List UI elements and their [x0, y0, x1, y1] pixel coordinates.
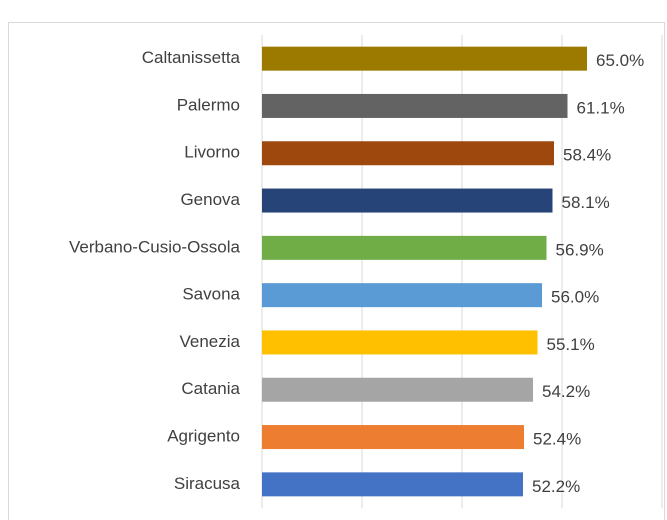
- y-tick-label: Venezia: [180, 332, 241, 351]
- bar: [262, 93, 568, 118]
- y-tick-label: Genova: [180, 190, 240, 209]
- data-label: 58.4%: [563, 146, 611, 165]
- bar: [262, 46, 587, 71]
- bar: [262, 188, 553, 213]
- data-label: 55.1%: [547, 335, 595, 354]
- bar: [262, 330, 538, 355]
- y-tick-label: Livorno: [184, 143, 240, 162]
- bar: [262, 283, 542, 308]
- data-label: 56.0%: [551, 288, 599, 307]
- bar: [262, 141, 554, 166]
- bar: [262, 425, 524, 450]
- bar: [262, 472, 523, 497]
- y-tick-label: Caltanissetta: [142, 48, 241, 67]
- y-tick-label: Palermo: [177, 95, 240, 114]
- y-tick-label: Siracusa: [174, 474, 241, 493]
- data-label: 61.1%: [577, 98, 625, 117]
- data-label: 52.2%: [532, 477, 580, 496]
- data-label: 54.2%: [542, 382, 590, 401]
- y-tick-label: Catania: [181, 379, 240, 398]
- y-tick-label: Agrigento: [167, 427, 240, 446]
- y-tick-label: Verbano-Cusio-Ossola: [69, 237, 241, 256]
- bar: [262, 377, 533, 402]
- y-tick-label: Savona: [182, 285, 240, 304]
- bar: [262, 235, 547, 260]
- data-label: 56.9%: [556, 240, 604, 259]
- data-label: 52.4%: [533, 430, 581, 449]
- data-label: 58.1%: [562, 193, 610, 212]
- data-label: 65.0%: [596, 51, 644, 70]
